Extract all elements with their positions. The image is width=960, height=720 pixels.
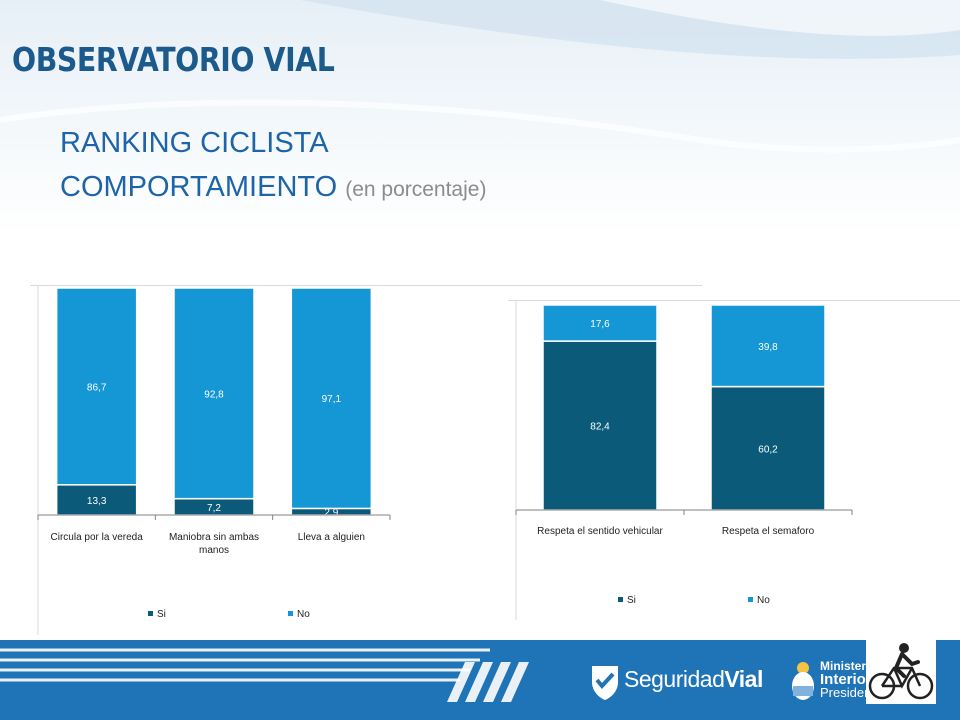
header-swoosh <box>0 0 960 153</box>
chart-right: 82,4 17,6 60,2 39,8 Respeta el sentido vehic… <box>508 300 960 620</box>
data-label: 7,2 <box>207 503 221 514</box>
subtitle-note: (en porcentaje) <box>345 178 487 201</box>
bar-no <box>173 287 255 500</box>
category-label: Maniobra sin ambas manos <box>169 532 259 556</box>
legend-label-no: No <box>297 609 310 620</box>
category-label: Respeta el semaforo <box>722 526 815 537</box>
seguridad-vial-logo: SeguridadVial <box>624 666 763 693</box>
category-label: Respeta el sentido vehicular <box>537 526 663 537</box>
bar-si <box>710 385 826 511</box>
bar-no <box>542 304 658 342</box>
legend-label-no: No <box>757 595 770 606</box>
logo-light-text: Seguridad <box>624 666 725 692</box>
data-label: 92,8 <box>204 389 224 400</box>
legend-swatch-si <box>618 597 623 602</box>
bar-si <box>55 484 138 516</box>
category-label: Circula por la vereda <box>51 532 144 543</box>
ministry-line-1: Ministerio <box>820 659 877 673</box>
brand-logo-text: OBSERVATORIO VIAL <box>12 40 335 79</box>
footer-stripes <box>0 648 529 702</box>
page-title: RANKING CICLISTA <box>60 127 329 159</box>
data-label: 39,8 <box>758 342 778 353</box>
data-label: 13,3 <box>87 496 107 507</box>
subtitle-main: COMPORTAMIENTO <box>60 171 338 203</box>
data-label: 60,2 <box>758 444 778 455</box>
bar-si <box>542 340 658 511</box>
legend-swatch-si <box>148 611 153 616</box>
national-crest-icon <box>792 662 814 700</box>
data-label: 17,6 <box>590 319 610 330</box>
category-label: Lleva a alguien <box>298 532 365 543</box>
data-label: 82,4 <box>590 422 610 433</box>
footer-bar <box>0 640 960 720</box>
cyclist-badge <box>866 638 936 704</box>
cyclist-icon <box>868 643 934 700</box>
page-subtitle: COMPORTAMIENTO (en porcentaje) <box>60 171 486 204</box>
legend-swatch-no <box>748 597 753 602</box>
legend-swatch-no <box>288 611 293 616</box>
data-label: 2,9 <box>324 508 338 519</box>
data-label: 97,1 <box>322 394 342 405</box>
bar-no <box>290 287 373 510</box>
data-label: 86,7 <box>87 382 107 393</box>
seguridad-vial-emblem-icon <box>592 666 618 700</box>
legend-label-si: Si <box>157 609 166 620</box>
bar-no <box>55 287 138 486</box>
logo-strong-text: Vial <box>724 666 763 692</box>
bar-no <box>710 304 826 388</box>
legend-label-si: Si <box>627 595 636 606</box>
